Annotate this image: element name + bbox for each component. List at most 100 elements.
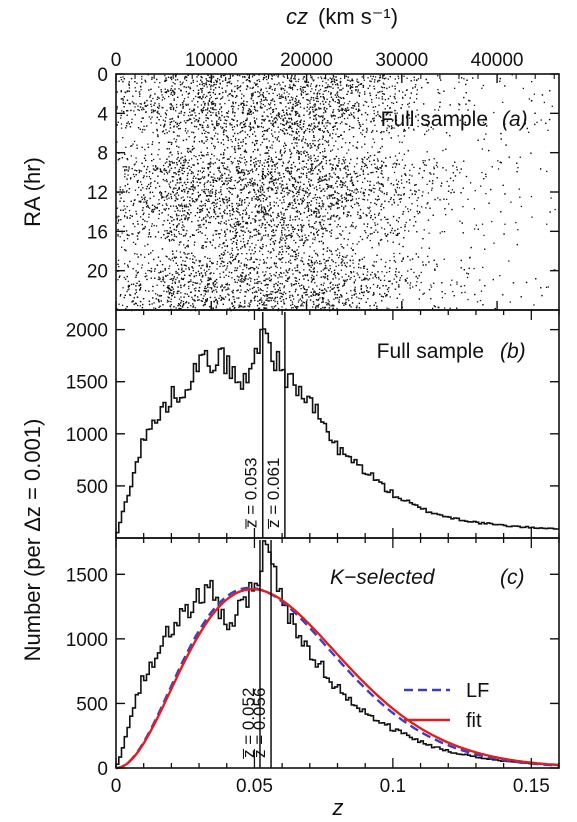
scatter-point <box>223 157 225 159</box>
scatter-point <box>338 100 341 102</box>
scatter-point <box>221 173 223 175</box>
scatter-point <box>216 158 218 160</box>
scatter-point <box>322 242 324 244</box>
scatter-point <box>340 243 342 246</box>
scatter-point <box>283 127 285 130</box>
scatter-point <box>297 234 299 236</box>
scatter-point <box>331 194 334 196</box>
scatter-point <box>234 267 236 269</box>
scatter-point <box>179 81 181 83</box>
scatter-point <box>122 166 124 168</box>
scatter-point <box>343 280 345 282</box>
scatter-point <box>256 183 258 186</box>
scatter-point <box>286 91 288 93</box>
scatter-point <box>221 257 223 259</box>
scatter-point <box>210 158 212 160</box>
scatter-point <box>247 204 249 207</box>
scatter-point <box>133 173 135 176</box>
scatter-point <box>176 189 178 191</box>
scatter-point <box>267 116 269 118</box>
scatter-point <box>242 220 245 223</box>
scatter-point <box>249 246 251 248</box>
scatter-point <box>229 80 231 82</box>
scatter-point <box>231 226 233 228</box>
scatter-point <box>246 221 248 224</box>
scatter-point <box>264 207 266 209</box>
scatter-point <box>152 211 154 213</box>
scatter-point <box>327 141 329 144</box>
scatter-point <box>367 279 369 281</box>
scatter-point <box>322 293 325 295</box>
scatter-point <box>361 76 363 78</box>
scatter-point <box>280 155 283 157</box>
scatter-point <box>302 138 304 140</box>
scatter-point <box>244 104 246 106</box>
scatter-point <box>207 152 209 154</box>
scatter-point <box>152 131 154 134</box>
scatter-point <box>379 115 381 117</box>
scatter-point <box>207 154 209 156</box>
scatter-point <box>178 122 180 125</box>
scatter-point <box>355 89 357 92</box>
scatter-point <box>202 204 204 206</box>
scatter-point <box>234 230 237 232</box>
scatter-point <box>403 75 405 77</box>
scatter-point <box>214 146 216 148</box>
scatter-point <box>199 224 201 227</box>
scatter-point <box>401 275 403 277</box>
scatter-point <box>170 231 173 233</box>
scatter-point <box>128 102 130 105</box>
scatter-point <box>394 85 396 87</box>
scatter-point <box>394 112 396 114</box>
scatter-point <box>234 96 237 98</box>
scatter-point <box>317 304 320 306</box>
scatter-point <box>262 253 264 256</box>
scatter-point <box>178 182 180 184</box>
scatter-point <box>168 156 170 158</box>
scatter-point <box>260 219 262 221</box>
scatter-point <box>316 262 318 264</box>
scatter-point <box>348 109 350 111</box>
scatter-point <box>344 123 347 125</box>
scatter-point <box>140 181 142 183</box>
scatter-point <box>338 301 340 304</box>
scatter-point <box>120 127 123 129</box>
scatter-point <box>315 97 317 99</box>
scatter-point <box>298 299 300 301</box>
scatter-point <box>437 75 439 77</box>
scatter-point <box>481 171 483 174</box>
scatter-point <box>268 186 270 188</box>
scatter-point <box>164 162 166 164</box>
scatter-point <box>203 121 205 123</box>
scatter-point <box>165 207 167 210</box>
scatter-point <box>270 226 273 228</box>
scatter-point <box>175 187 177 189</box>
scatter-point <box>309 167 312 170</box>
scatter-point <box>122 76 124 78</box>
scatter-point <box>439 232 441 234</box>
scatter-point <box>504 123 506 125</box>
scatter-point <box>159 158 161 160</box>
scatter-point <box>151 225 153 227</box>
scatter-point <box>242 121 245 123</box>
scatter-point <box>360 191 362 193</box>
scatter-point <box>387 179 389 181</box>
scatter-point <box>241 230 243 232</box>
scatter-point <box>518 188 520 190</box>
scatter-point <box>323 125 325 127</box>
scatter-point <box>283 214 285 216</box>
scatter-point <box>349 304 351 306</box>
scatter-point <box>294 291 296 293</box>
scatter-point <box>164 180 166 182</box>
scatter-point <box>367 207 369 209</box>
scatter-point <box>296 89 299 91</box>
scatter-point <box>117 234 119 236</box>
scatter-point <box>372 171 374 173</box>
scatter-point <box>262 197 264 200</box>
scatter-point <box>342 138 344 140</box>
scatter-point <box>231 247 233 249</box>
scatter-point <box>317 145 319 148</box>
scatter-point <box>220 229 223 231</box>
scatter-point <box>297 199 299 201</box>
scatter-point <box>308 264 310 267</box>
